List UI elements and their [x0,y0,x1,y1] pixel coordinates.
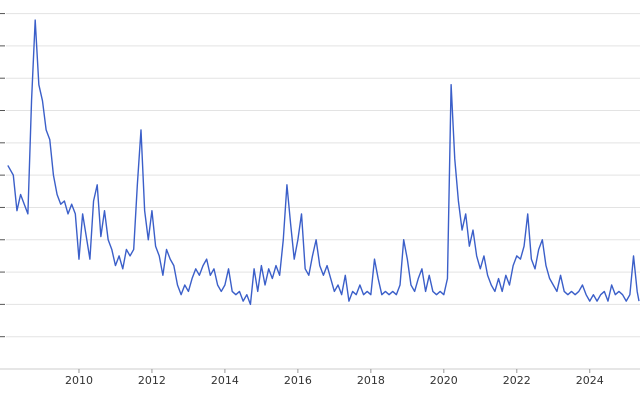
x-tick-label: 2022 [503,374,531,387]
x-tick-label: 2010 [65,374,93,387]
x-tick-label: 2016 [284,374,312,387]
x-tick-label: 2012 [138,374,166,387]
x-tick-label: 2014 [211,374,239,387]
line [7,19,640,306]
x-tick-label: 2024 [576,374,604,387]
x-tick-label: 2018 [357,374,385,387]
x-tick-label: 2020 [430,374,458,387]
